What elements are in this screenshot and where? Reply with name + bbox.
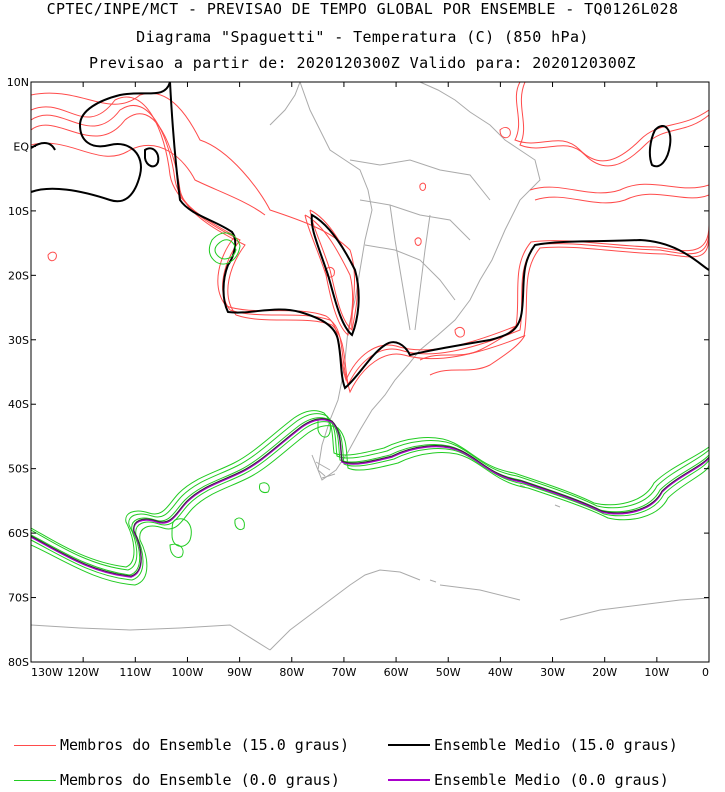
member-15-blob <box>419 182 426 191</box>
antarctica-west <box>31 624 271 651</box>
member-15-line <box>429 334 526 376</box>
mean-15-layer <box>31 82 709 390</box>
internal-border-2 <box>359 199 471 241</box>
legend-members-15: Membros do Ensemble (15.0 graus) <box>14 736 349 754</box>
member-0-line <box>31 425 709 586</box>
lat-label: 80S <box>8 656 29 669</box>
member-15-line <box>514 82 709 162</box>
member-15-blob <box>454 327 465 338</box>
title-line-1: CPTEC/INPE/MCT - PREVISAO DE TEMPO GLOBA… <box>46 0 679 18</box>
member-0-loop <box>171 518 192 547</box>
lon-label: 20W <box>592 666 617 679</box>
legend-swatch-members-15 <box>14 744 56 746</box>
mean-15-line <box>144 147 160 168</box>
lat-label: EQ <box>13 140 29 153</box>
member-15-line <box>419 319 521 361</box>
internal-border-3 <box>364 244 456 301</box>
member-0-loop <box>234 517 245 531</box>
lat-label: 30S <box>8 334 29 347</box>
lon-label: 70W <box>331 666 356 679</box>
member-15-blob <box>324 267 335 278</box>
member-15-line <box>31 142 266 216</box>
lon-label: 0 <box>702 666 709 679</box>
member-15-line <box>304 214 354 336</box>
legend-mean-0: Ensemble Medio (0.0 graus) <box>388 771 669 789</box>
member-0-loop <box>208 232 241 265</box>
lat-label: 60S <box>8 527 29 540</box>
lon-label: 60W <box>384 666 409 679</box>
legend-swatch-members-0 <box>14 779 56 781</box>
internal-border-5 <box>414 214 431 331</box>
lon-label: 30W <box>540 666 565 679</box>
member-0-loop <box>214 239 237 260</box>
lon-label: 130W <box>31 666 63 679</box>
member-15-line <box>519 82 709 167</box>
member-15-line <box>31 113 709 394</box>
legend-label-members-0: Membros do Ensemble (0.0 graus) <box>60 771 340 789</box>
title-line-3: Previsao a partir de: 2020120300Z Valido… <box>89 54 636 72</box>
map-frame <box>30 81 710 663</box>
mean-0-dark-line <box>31 418 709 577</box>
antarctic-peninsula <box>269 569 521 651</box>
mean-15-line <box>648 125 672 168</box>
member-0-line <box>31 410 709 568</box>
member-15-blob <box>47 251 57 262</box>
tierra-del-fuego-islands <box>311 454 336 479</box>
legend-members-0: Membros do Ensemble (0.0 graus) <box>14 771 340 789</box>
legend-label-mean-15: Ensemble Medio (15.0 graus) <box>434 736 678 754</box>
legend-swatch-mean-0 <box>388 779 430 781</box>
antarctica-east <box>559 597 709 621</box>
lon-label: 100W <box>172 666 204 679</box>
central-america <box>269 82 301 126</box>
member-15-blob <box>499 127 511 139</box>
south-america-coastline <box>299 82 541 481</box>
member-15-blob <box>414 237 422 246</box>
internal-border-4 <box>389 204 411 331</box>
lat-label: 50S <box>8 463 29 476</box>
lon-label: 120W <box>67 666 99 679</box>
mean-15-line <box>310 213 360 337</box>
lon-label: 10W <box>644 666 669 679</box>
legend-label-mean-0: Ensemble Medio (0.0 graus) <box>434 771 669 789</box>
lon-label: 40W <box>488 666 513 679</box>
coastline-layer <box>31 82 709 651</box>
legend-swatch-mean-15 <box>388 744 430 746</box>
lat-label: 70S <box>8 592 29 605</box>
lon-label: 80W <box>279 666 304 679</box>
legend-mean-15: Ensemble Medio (15.0 graus) <box>388 736 678 754</box>
member-0-loop <box>169 543 184 559</box>
internal-border-1 <box>349 159 491 201</box>
member-15-line <box>529 183 709 194</box>
member-0-loop <box>259 482 270 493</box>
mean-15-line <box>31 82 171 203</box>
lon-label: 90W <box>227 666 252 679</box>
lat-label: 40S <box>8 398 29 411</box>
lat-label: 10S <box>8 205 29 218</box>
mean-15-line <box>169 82 709 390</box>
lat-label: 10N <box>7 76 29 89</box>
mean-0-dark-layer <box>31 418 709 577</box>
legend-label-members-15: Membros do Ensemble (15.0 graus) <box>60 736 349 754</box>
member-15-line <box>534 193 709 204</box>
lon-label: 110W <box>119 666 151 679</box>
lon-label: 50W <box>436 666 461 679</box>
lat-label: 20S <box>8 269 29 282</box>
title-line-2: Diagrama "Spaguetti" - Temperatura (C) (… <box>136 28 589 46</box>
islands-small <box>429 484 561 583</box>
member-15-line <box>31 92 355 331</box>
